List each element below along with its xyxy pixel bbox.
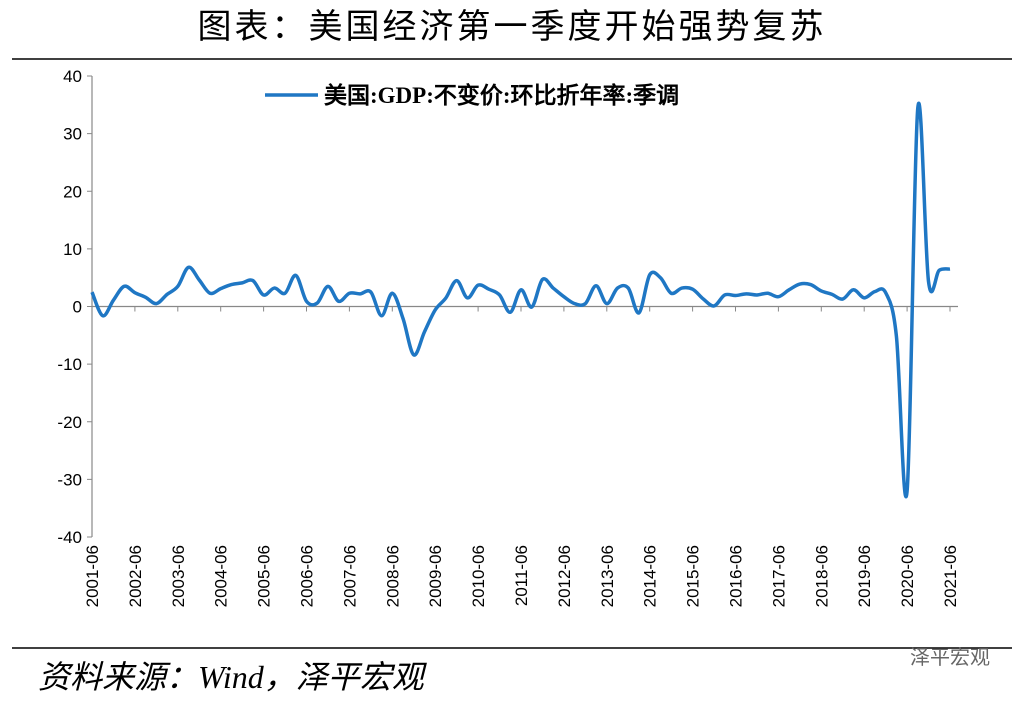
x-tick-label: 2006-06 bbox=[298, 545, 317, 607]
y-tick-label: 20 bbox=[63, 182, 82, 201]
y-tick-label: 30 bbox=[63, 125, 82, 144]
x-tick-label: 2001-06 bbox=[83, 545, 102, 607]
x-tick-label: 2008-06 bbox=[383, 545, 402, 607]
x-tick-label: 2013-06 bbox=[598, 545, 617, 607]
x-tick-label: 2014-06 bbox=[641, 545, 660, 607]
y-tick-label: 40 bbox=[63, 67, 82, 86]
y-tick-label: 10 bbox=[63, 240, 82, 259]
y-tick-label: -40 bbox=[57, 528, 82, 547]
x-tick-label: 2018-06 bbox=[812, 545, 831, 607]
x-tick-label: 2019-06 bbox=[855, 545, 874, 607]
watermark: 泽平宏观 bbox=[910, 646, 990, 669]
legend-label: 美国:GDP:不变价:环比折年率:季调 bbox=[324, 82, 679, 108]
y-tick-label: -30 bbox=[57, 470, 82, 489]
x-tick-label: 2009-06 bbox=[426, 545, 445, 607]
y-tick-label: -20 bbox=[57, 413, 82, 432]
chart-title: 图表：美国经济第一季度开始强势复苏 bbox=[198, 8, 827, 46]
x-tick-label: 2017-06 bbox=[769, 545, 788, 607]
line-series bbox=[90, 101, 951, 499]
y-tick-label: 0 bbox=[73, 298, 82, 317]
x-tick-label: 2015-06 bbox=[684, 545, 703, 607]
x-tick-label: 2021-06 bbox=[941, 545, 960, 607]
x-tick-label: 2010-06 bbox=[469, 545, 488, 607]
x-tick-label: 2012-06 bbox=[555, 545, 574, 607]
source: 资料来源：Wind，泽平宏观 bbox=[38, 659, 428, 695]
x-tick-label: 2003-06 bbox=[169, 545, 188, 607]
x-tick-label: 2002-06 bbox=[126, 545, 145, 607]
x-tick-label: 2007-06 bbox=[340, 545, 359, 607]
x-tick-label: 2016-06 bbox=[727, 545, 746, 607]
y-tick-label: -10 bbox=[57, 355, 82, 374]
x-tick-label: 2005-06 bbox=[255, 545, 274, 607]
x-tick-label: 2004-06 bbox=[212, 545, 231, 607]
x-tick-label: 2011-06 bbox=[512, 545, 531, 606]
x-tick-label: 2020-06 bbox=[898, 545, 917, 607]
